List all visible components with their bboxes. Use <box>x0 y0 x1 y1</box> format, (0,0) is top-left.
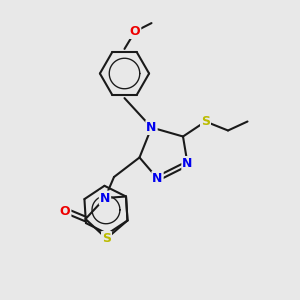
Text: O: O <box>130 25 140 38</box>
Text: N: N <box>182 157 193 170</box>
Text: N: N <box>146 121 157 134</box>
Text: N: N <box>100 191 110 205</box>
Text: O: O <box>60 205 70 218</box>
Text: S: S <box>201 115 210 128</box>
Text: N: N <box>152 172 163 185</box>
Text: S: S <box>102 232 111 245</box>
